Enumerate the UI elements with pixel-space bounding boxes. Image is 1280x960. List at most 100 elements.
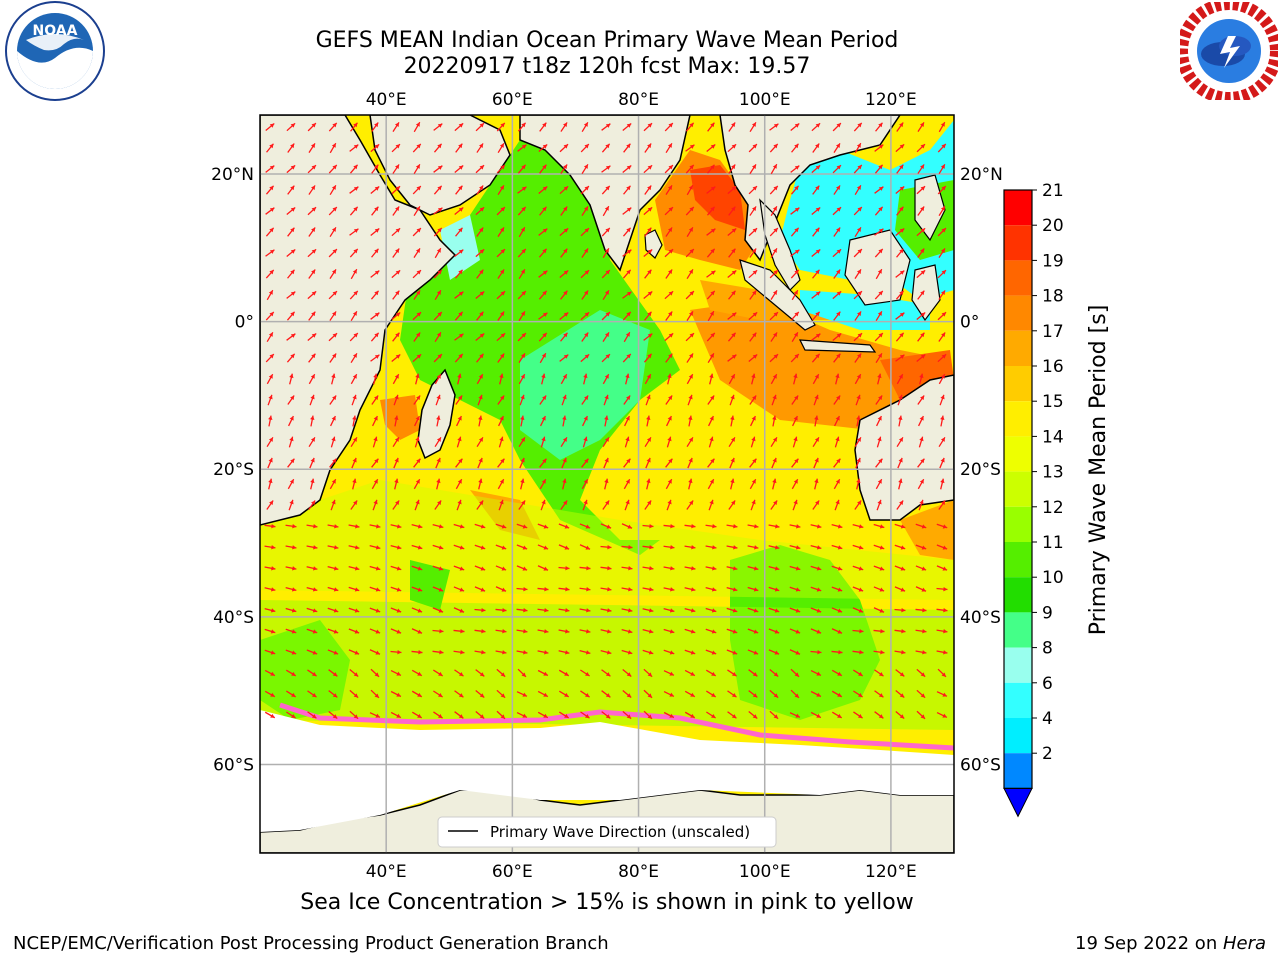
wave-arrow bbox=[684, 523, 696, 529]
wave-arrow bbox=[455, 185, 463, 195]
wave-arrow bbox=[411, 524, 423, 529]
wave-arrow bbox=[266, 500, 274, 510]
wave-arrow bbox=[517, 144, 527, 152]
wave-arrow bbox=[453, 544, 465, 550]
colorbar-tick-label: 6 bbox=[1042, 674, 1053, 694]
wave-arrow bbox=[936, 586, 948, 592]
wave-arrow bbox=[391, 269, 401, 279]
wave-arrow bbox=[329, 269, 337, 279]
wave-arrow bbox=[517, 122, 527, 132]
wave-arrow bbox=[434, 500, 442, 510]
wave-arrow bbox=[705, 669, 717, 677]
period-patch-timor bbox=[880, 350, 954, 400]
wave-arrow bbox=[327, 649, 339, 655]
wave-arrow bbox=[538, 143, 548, 153]
wave-arrow bbox=[453, 523, 465, 529]
wave-arrow bbox=[264, 607, 276, 613]
wave-arrow bbox=[518, 226, 526, 238]
wave-arrow bbox=[810, 544, 822, 550]
colorbar-frame bbox=[1003, 189, 1033, 790]
wave-arrow bbox=[601, 143, 611, 153]
wave-arrow bbox=[413, 458, 421, 468]
wave-arrow bbox=[664, 248, 674, 258]
wave-arrow bbox=[915, 544, 927, 550]
wave-arrow bbox=[601, 711, 611, 719]
land-madagascar bbox=[417, 368, 456, 460]
wave-arrow bbox=[642, 566, 654, 571]
wave-arrow bbox=[663, 608, 675, 613]
wave-arrow bbox=[369, 565, 381, 571]
wave-arrow bbox=[349, 144, 359, 152]
wave-arrow bbox=[624, 436, 630, 448]
wave-arrow bbox=[391, 185, 401, 195]
wave-arrow bbox=[938, 436, 946, 448]
wave-direction-arrows bbox=[264, 121, 948, 720]
wave-arrow bbox=[537, 565, 549, 571]
land-sumatra bbox=[739, 259, 816, 331]
wave-arrow bbox=[790, 311, 800, 321]
wave-arrow bbox=[810, 711, 822, 719]
wave-arrow bbox=[917, 206, 925, 216]
colorbar-segment bbox=[1004, 753, 1032, 789]
wave-arrow bbox=[328, 669, 338, 677]
wave-arrow bbox=[475, 669, 485, 677]
colorbar-segment bbox=[1004, 542, 1032, 578]
wave-arrow bbox=[307, 332, 317, 342]
wave-arrow bbox=[411, 586, 423, 592]
wave-arrow bbox=[728, 436, 736, 448]
wave-arrow bbox=[874, 164, 884, 174]
wave-arrow bbox=[895, 332, 905, 342]
wave-arrow bbox=[747, 628, 759, 634]
wave-arrow bbox=[327, 524, 339, 529]
wave-arrow bbox=[516, 650, 528, 655]
period-patch-mozambique bbox=[380, 395, 420, 440]
wave-arrow bbox=[705, 566, 717, 571]
wave-arrow bbox=[663, 711, 675, 719]
wave-arrow bbox=[562, 415, 567, 427]
wave-arrow bbox=[873, 565, 885, 571]
colorbar-segment bbox=[1004, 471, 1032, 507]
wave-arrow bbox=[349, 710, 359, 720]
wave-arrow bbox=[644, 311, 652, 321]
wave-arrow bbox=[643, 248, 653, 258]
wave-arrow bbox=[582, 499, 588, 511]
wave-arrow bbox=[855, 394, 861, 406]
wave-arrow bbox=[477, 457, 483, 469]
wave-arrow bbox=[727, 354, 737, 362]
wave-arrow bbox=[560, 500, 568, 510]
wave-arrow bbox=[768, 545, 780, 550]
wave-arrow bbox=[432, 586, 444, 592]
wave-arrow bbox=[307, 122, 317, 132]
wave-arrow bbox=[748, 353, 758, 363]
wave-arrow bbox=[560, 122, 568, 132]
wave-arrow bbox=[518, 268, 526, 280]
wave-arrow bbox=[643, 710, 653, 720]
footer-date-text: 19 Sep 2022 on bbox=[1075, 933, 1223, 954]
wave-arrow bbox=[330, 436, 336, 448]
wave-arrow bbox=[769, 710, 779, 720]
wave-arrow bbox=[537, 650, 549, 655]
wave-arrow bbox=[286, 164, 296, 174]
wave-arrow bbox=[517, 290, 527, 300]
wave-arrow bbox=[372, 499, 378, 511]
wave-arrow bbox=[264, 669, 276, 677]
wave-arrow bbox=[369, 545, 381, 550]
wave-arrow bbox=[623, 458, 631, 468]
wave-arrow bbox=[433, 711, 443, 719]
wave-arrow bbox=[476, 436, 484, 448]
wave-arrow bbox=[350, 310, 358, 322]
wave-arrow bbox=[517, 206, 527, 216]
wave-arrow bbox=[454, 333, 464, 341]
wave-arrow bbox=[644, 436, 652, 448]
top-lon-label: 80°E bbox=[618, 90, 659, 110]
wave-arrow bbox=[877, 373, 882, 385]
wave-arrow bbox=[600, 544, 612, 550]
colorbar-title: Primary Wave Mean Period [s] bbox=[1086, 305, 1111, 636]
wave-arrow bbox=[581, 248, 589, 258]
wave-arrow bbox=[876, 436, 882, 448]
noaa-logo: NOAA bbox=[4, 0, 106, 106]
wave-arrow bbox=[853, 248, 863, 258]
wave-arrow bbox=[873, 523, 885, 529]
land-malay bbox=[759, 198, 801, 291]
wave-arrow bbox=[749, 248, 757, 258]
